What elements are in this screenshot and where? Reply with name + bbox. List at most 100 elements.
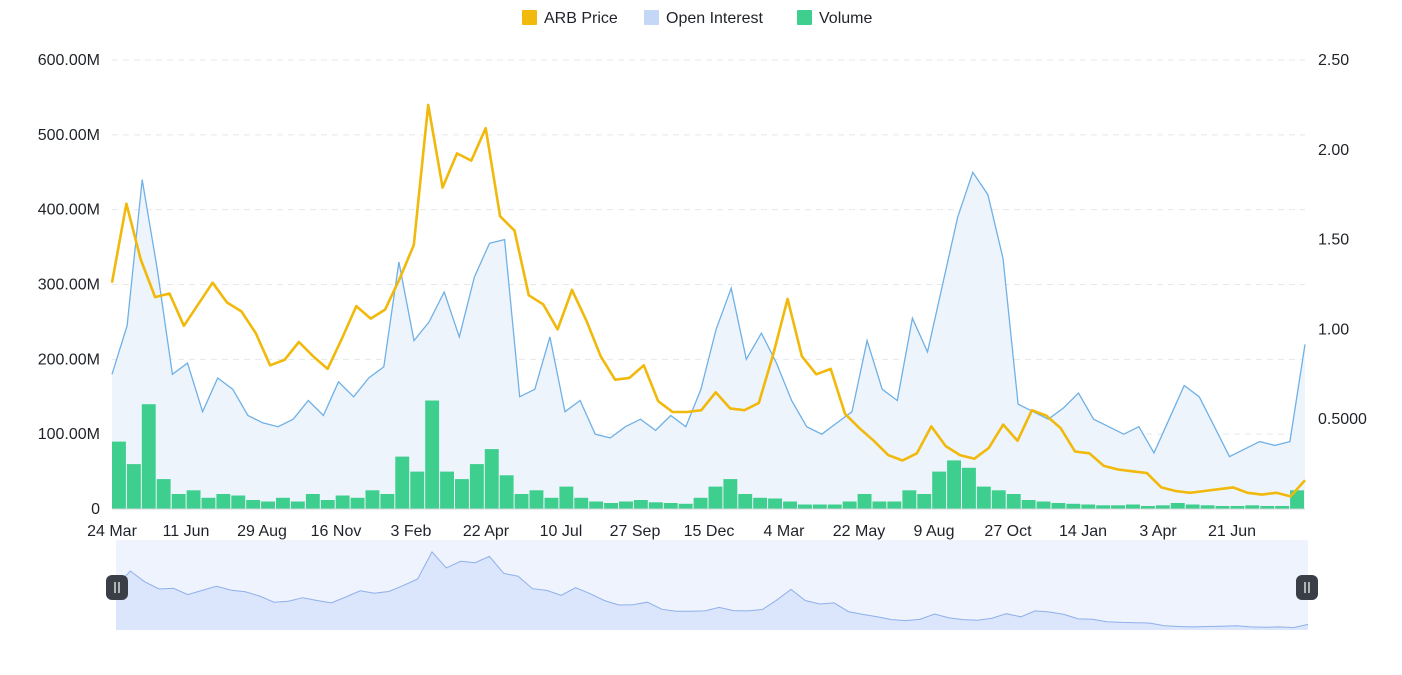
volume-bar — [1036, 501, 1051, 509]
volume-bar — [1230, 506, 1245, 509]
handle-body[interactable] — [106, 575, 128, 600]
x-tick-label: 27 Oct — [984, 523, 1032, 540]
volume-bar — [798, 504, 812, 509]
volume-bar — [186, 490, 201, 509]
x-tick-label: 10 Jul — [540, 523, 583, 540]
x-tick-label: 16 Nov — [311, 523, 362, 540]
volume-bar — [1021, 500, 1036, 509]
volume-bar — [231, 495, 246, 509]
volume-bar — [514, 494, 529, 509]
volume-bar — [1260, 506, 1275, 509]
volume-bar — [126, 464, 141, 509]
y-left-tick-label: 0 — [91, 501, 100, 518]
volume-bar — [1066, 503, 1081, 509]
volume-bar — [678, 503, 693, 509]
volume-bar — [1245, 505, 1260, 509]
volume-bar — [484, 449, 499, 509]
x-tick-label: 27 Sep — [610, 523, 661, 540]
legend-label[interactable]: Volume — [819, 10, 872, 27]
volume-bar — [962, 467, 976, 509]
legend-swatch — [797, 10, 812, 25]
volume-bar — [708, 486, 723, 509]
y-right-tick-label: 2.50 — [1318, 52, 1349, 69]
x-tick-label: 3 Apr — [1139, 523, 1177, 540]
volume-bar — [305, 494, 320, 509]
volume-bar — [112, 441, 126, 509]
y-right-tick-label: 1.50 — [1318, 232, 1349, 249]
volume-bar — [216, 494, 231, 509]
volume-bar — [574, 497, 589, 509]
y-left-tick-label: 500.00M — [38, 127, 100, 144]
open-interest-area — [112, 172, 1305, 510]
volume-bar — [335, 495, 350, 509]
volume-bar — [320, 500, 335, 509]
volume-bar — [768, 498, 782, 509]
volume-bar — [589, 501, 604, 509]
y-left-tick-label: 400.00M — [38, 202, 100, 219]
volume-bar — [947, 460, 961, 509]
y-left-tick-label: 600.00M — [38, 52, 100, 69]
volume-bar — [753, 497, 768, 509]
volume-bar — [1081, 504, 1096, 509]
x-tick-label: 3 Feb — [391, 523, 432, 540]
volume-bar — [156, 479, 171, 509]
legend-label[interactable]: ARB Price — [544, 10, 618, 27]
volume-bar — [440, 471, 454, 509]
volume-bar — [1111, 505, 1125, 509]
volume-bar — [812, 504, 827, 509]
y-right-tick-label: 0.5000 — [1318, 411, 1367, 428]
x-tick-label: 14 Jan — [1059, 523, 1107, 540]
x-tick-label: 21 Jun — [1208, 523, 1256, 540]
volume-bar — [365, 490, 380, 509]
volume-bar — [723, 479, 738, 509]
volume-bar — [529, 490, 544, 509]
y-right-tick-label: 1.00 — [1318, 321, 1349, 338]
x-tick-label: 29 Aug — [237, 523, 287, 540]
volume-bar — [261, 501, 275, 509]
volume-bar — [932, 471, 947, 509]
volume-bar — [872, 501, 887, 509]
volume-bar — [827, 504, 842, 509]
x-tick-label: 11 Jun — [163, 523, 210, 540]
volume-bar — [141, 404, 156, 509]
navigator-area — [116, 551, 1308, 630]
x-tick-label: 24 Mar — [87, 523, 137, 540]
volume-bar — [1275, 506, 1290, 509]
legend: ARB Price Open Interest Volume — [522, 10, 872, 27]
volume-bar — [469, 464, 484, 509]
volume-bar — [842, 501, 857, 509]
volume-bar — [783, 501, 797, 509]
volume-bar — [276, 497, 290, 509]
volume-bar — [1051, 503, 1066, 509]
y-left-tick-label: 300.00M — [38, 277, 100, 294]
volume-bar — [499, 475, 514, 509]
x-tick-label: 22 Apr — [463, 523, 510, 540]
volume-bar — [604, 503, 618, 509]
volume-bar — [559, 486, 574, 509]
volume-bar — [857, 494, 872, 509]
volume-bar — [902, 490, 917, 509]
volume-bar — [410, 471, 425, 509]
y-left-tick-label: 200.00M — [38, 351, 100, 368]
x-tick-label: 4 Mar — [764, 523, 806, 540]
legend-swatch — [644, 10, 659, 25]
volume-bar — [1141, 506, 1155, 509]
arb-price-line — [110, 103, 1306, 498]
navigator-right-handle[interactable] — [1296, 575, 1318, 600]
navigator-line — [115, 551, 1309, 629]
volume-bar — [1006, 494, 1021, 509]
volume-bar — [246, 500, 261, 509]
x-tick-label: 9 Aug — [914, 523, 955, 540]
range-navigator[interactable] — [106, 540, 1318, 630]
volume-bar — [633, 500, 648, 509]
volume-bar — [1185, 504, 1200, 509]
x-tick-label: 22 May — [833, 523, 885, 540]
navigator-left-handle[interactable] — [106, 575, 128, 600]
legend-label[interactable]: Open Interest — [666, 10, 764, 27]
volume-bar — [619, 501, 633, 509]
volume-bar — [738, 494, 753, 509]
handle-body[interactable] — [1296, 575, 1318, 600]
volume-bar — [544, 497, 559, 509]
volume-bar — [1126, 504, 1140, 509]
